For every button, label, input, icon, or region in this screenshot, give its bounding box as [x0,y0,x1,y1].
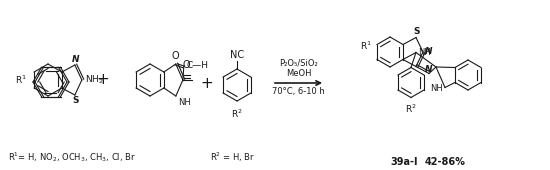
Text: S: S [414,28,420,37]
Text: +: + [201,75,213,90]
Text: R$^2$ = H, Br: R$^2$ = H, Br [210,150,255,164]
Text: O: O [182,60,190,70]
Text: MeOH: MeOH [286,69,311,78]
Text: R$^1$= H, NO$_2$, OCH$_3$, CH$_3$, Cl, Br: R$^1$= H, NO$_2$, OCH$_3$, CH$_3$, Cl, B… [8,150,136,164]
Text: R$^2$: R$^2$ [231,108,243,120]
Text: R$^2$: R$^2$ [405,103,417,115]
Text: 42-86%: 42-86% [425,157,466,167]
Text: N: N [425,47,432,55]
Text: N: N [72,55,79,64]
Text: 39a-l: 39a-l [390,157,417,167]
Text: S: S [73,96,79,105]
Text: NC: NC [230,50,244,60]
Text: C—H: C—H [187,61,209,70]
Text: P₂O₅/SiO₂: P₂O₅/SiO₂ [279,59,318,68]
Text: NH: NH [430,84,443,93]
Text: NH: NH [418,48,431,57]
Text: R$^1$: R$^1$ [15,74,27,86]
Text: O: O [171,51,179,61]
Text: NH$_2$: NH$_2$ [85,74,103,86]
Text: +: + [97,72,109,88]
Text: R$^1$: R$^1$ [360,40,372,52]
Text: 70°C, 6-10 h: 70°C, 6-10 h [272,87,325,96]
Text: N: N [425,65,433,74]
Text: NH: NH [178,98,191,107]
